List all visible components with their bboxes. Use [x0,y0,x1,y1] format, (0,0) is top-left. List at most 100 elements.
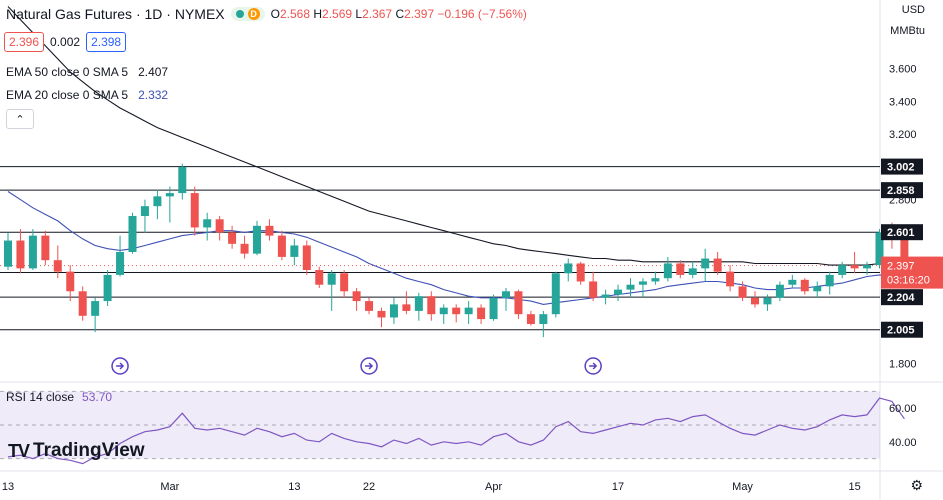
candle-body [103,274,112,302]
candle-body [140,206,149,216]
current-price-label-box [881,256,943,289]
sell-price-button[interactable]: 2.396 [4,32,45,52]
candle-body [165,193,174,197]
candle-body [638,281,647,285]
low-label: L [355,7,363,21]
level-label: 2.204 [887,292,915,304]
candle-body [464,307,473,315]
rsi-legend-label: RSI 14 close [6,390,75,404]
candle-body [340,273,349,292]
level-label-box [881,182,923,199]
candle-body [800,279,809,292]
time-tick-label: 17 [612,481,624,493]
candle-body [41,235,50,261]
price-tick-label: 3.400 [889,96,917,108]
chart-header: Natural Gas Futures · 1D · NYMEX D O2.56… [6,6,527,22]
candle-body [526,314,535,324]
logo-text: TradingView [33,440,145,461]
candle-body [315,270,324,285]
ema50-line [7,6,905,266]
settings-gear-icon[interactable]: ⚙ [910,477,923,493]
currency-label[interactable]: USD [901,4,925,16]
candle-body [838,265,847,275]
rsi-tick-label: 40.00 [889,437,917,449]
candle-body [352,291,361,302]
candle-body [751,297,759,305]
event-arrow-icon [365,362,374,370]
tradingview-logo[interactable]: TV TradingView [8,440,145,462]
candle-body [626,284,635,290]
time-tick-label: May [732,481,753,493]
open-value: 2.568 [279,7,310,21]
candle-body [713,258,722,272]
time-tick-label: 13 [288,481,300,493]
candle-body [514,291,523,315]
candle-body [502,291,510,298]
candle-body [564,263,573,274]
candle-body [66,271,75,292]
indicator-ema20[interactable]: EMA 20 close 0 SMA 5 2.332 [6,88,168,102]
change-value: −0.196 (−7.56%) [437,7,527,21]
time-tick-label: Apr [485,481,502,493]
candle-body [663,263,672,279]
candle-body [701,258,710,269]
candle-body [676,263,685,275]
buy-price-button[interactable]: 2.398 [86,32,127,52]
rsi-legend[interactable]: RSI 14 close 53.70 [6,390,112,404]
indicator-ema50[interactable]: EMA 50 close 0 SMA 5 2.407 [6,65,168,79]
indicator-ema50-value: 2.407 [138,65,169,79]
level-label: 2.005 [887,325,915,337]
indicator-ema20-label: EMA 20 close 0 SMA 5 [6,88,129,102]
candle-body [128,216,137,252]
market-open-dot-icon [235,10,244,18]
candle-body [539,314,548,324]
ema20-line [7,191,905,305]
candle-body [738,286,747,298]
candle-body [153,196,162,207]
candle-body [414,296,423,311]
indicator-ema20-value: 2.332 [138,88,169,102]
level-label-box [881,289,923,306]
price-tick-label: 3.600 [889,64,917,76]
candle-body [427,296,436,315]
candle-body [178,166,187,194]
candle-body [253,225,261,254]
candle-body [452,307,461,315]
candle-body [116,252,125,275]
candle-body [813,286,822,292]
candle-body [240,243,249,254]
ohlc-readout: O2.568 H2.569 L2.367 C2.397 −0.196 (−7.5… [271,7,527,21]
candle-body [16,240,25,269]
symbol-title[interactable]: Natural Gas Futures · 1D · NYMEX [6,6,225,22]
high-value: 2.569 [322,7,353,21]
price-tick-label: 1.800 [889,358,917,370]
low-value: 2.367 [362,7,393,21]
candle-body [825,274,834,287]
candle-body [863,265,872,269]
candle-body [614,289,623,295]
candle-body [589,281,598,298]
candle-body [290,245,299,257]
candle-body [900,237,909,266]
level-label: 3.002 [887,162,915,174]
candle-body [576,263,585,282]
unit-label[interactable]: MMBtu [890,25,925,37]
candle-body [477,307,486,320]
level-label-box [881,158,923,175]
candle-body [850,265,859,269]
candle-body [91,301,100,316]
rsi-line [7,397,905,465]
time-tick-label: Mar [160,481,179,493]
event-arrow-icon [589,362,598,370]
collapse-indicators-button[interactable]: ⌃ [6,109,34,129]
market-status-pill[interactable]: D [230,7,265,21]
current-price-label: 2.397 [887,261,915,273]
level-label: 2.858 [887,185,915,197]
candle-body [228,232,237,244]
candle-body [53,260,62,272]
candle-body [28,235,37,269]
candle-body [377,310,386,318]
open-label: O [270,7,280,21]
candle-body [4,240,12,267]
